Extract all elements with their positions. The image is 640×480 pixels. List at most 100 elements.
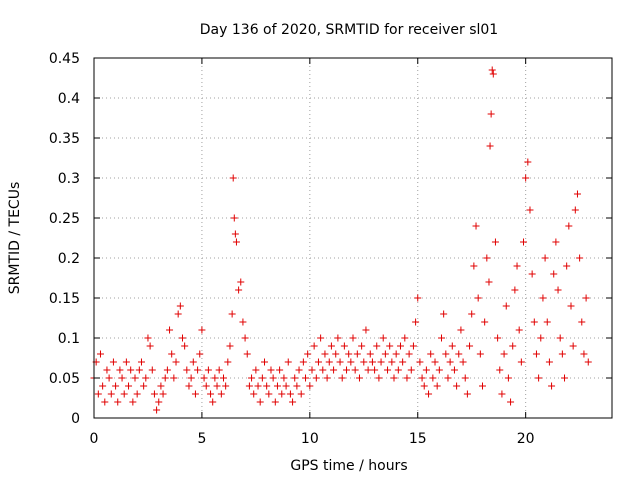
data-point bbox=[526, 206, 534, 214]
data-point bbox=[556, 334, 564, 342]
y-tick-label: 0.45 bbox=[49, 51, 80, 67]
data-point bbox=[576, 254, 584, 262]
data-point bbox=[543, 318, 551, 326]
data-point bbox=[433, 382, 441, 390]
data-point bbox=[502, 302, 510, 310]
data-point bbox=[511, 286, 519, 294]
data-point bbox=[327, 342, 335, 350]
data-point bbox=[159, 390, 167, 398]
data-point bbox=[343, 366, 351, 374]
data-point bbox=[189, 358, 197, 366]
data-point bbox=[323, 374, 331, 382]
data-point bbox=[340, 342, 348, 350]
data-point bbox=[384, 366, 392, 374]
data-point bbox=[125, 382, 133, 390]
data-point bbox=[178, 334, 186, 342]
data-point bbox=[231, 230, 239, 238]
data-point bbox=[396, 342, 404, 350]
data-point bbox=[520, 238, 528, 246]
data-point bbox=[163, 366, 171, 374]
data-point bbox=[429, 374, 437, 382]
data-point bbox=[507, 398, 515, 406]
data-point bbox=[366, 350, 374, 358]
data-point bbox=[114, 398, 122, 406]
data-point bbox=[476, 350, 484, 358]
data-point bbox=[541, 254, 549, 262]
data-point bbox=[155, 398, 163, 406]
data-point bbox=[394, 366, 402, 374]
data-point bbox=[407, 366, 415, 374]
data-point bbox=[308, 366, 316, 374]
data-point bbox=[209, 398, 217, 406]
data-point bbox=[204, 366, 212, 374]
data-point bbox=[532, 350, 540, 358]
data-point bbox=[338, 374, 346, 382]
data-point bbox=[431, 358, 439, 366]
data-point bbox=[258, 374, 266, 382]
data-point bbox=[500, 350, 508, 358]
data-point bbox=[545, 358, 553, 366]
data-point bbox=[578, 318, 586, 326]
y-tick-label: 0.15 bbox=[49, 291, 80, 307]
data-point bbox=[563, 262, 571, 270]
data-point bbox=[198, 326, 206, 334]
data-point bbox=[261, 358, 269, 366]
data-point bbox=[537, 334, 545, 342]
data-point bbox=[289, 398, 297, 406]
plot-frame bbox=[93, 57, 613, 419]
data-point bbox=[213, 382, 221, 390]
y-tick-label: 0.25 bbox=[49, 211, 80, 227]
data-points bbox=[90, 66, 592, 414]
data-point bbox=[265, 390, 273, 398]
x-tick-label: 0 bbox=[90, 431, 99, 447]
data-point bbox=[463, 390, 471, 398]
data-point bbox=[416, 358, 424, 366]
data-point bbox=[535, 374, 543, 382]
data-point bbox=[368, 358, 376, 366]
data-point bbox=[550, 270, 558, 278]
data-point bbox=[172, 358, 180, 366]
data-point bbox=[278, 390, 286, 398]
data-point bbox=[481, 318, 489, 326]
data-point bbox=[215, 366, 223, 374]
data-point bbox=[217, 390, 225, 398]
data-point bbox=[137, 358, 145, 366]
data-point bbox=[427, 350, 435, 358]
data-point bbox=[364, 366, 372, 374]
data-point bbox=[401, 334, 409, 342]
data-point bbox=[185, 382, 193, 390]
data-point bbox=[489, 70, 497, 78]
data-point bbox=[409, 342, 417, 350]
data-point bbox=[486, 142, 494, 150]
data-point bbox=[105, 374, 113, 382]
data-point bbox=[388, 358, 396, 366]
data-point bbox=[254, 382, 262, 390]
data-point bbox=[353, 350, 361, 358]
y-tick-label: 0 bbox=[71, 411, 80, 427]
y-tick-label: 0.1 bbox=[58, 331, 80, 347]
data-point bbox=[371, 366, 379, 374]
data-point bbox=[200, 374, 208, 382]
data-point bbox=[263, 382, 271, 390]
data-point bbox=[194, 366, 202, 374]
data-point bbox=[122, 358, 130, 366]
data-point bbox=[494, 334, 502, 342]
data-point bbox=[99, 382, 107, 390]
data-point bbox=[269, 374, 277, 382]
data-point bbox=[284, 358, 292, 366]
data-point bbox=[174, 310, 182, 318]
data-point bbox=[517, 358, 525, 366]
data-point bbox=[312, 374, 320, 382]
data-point bbox=[528, 270, 536, 278]
data-point bbox=[127, 366, 135, 374]
data-point bbox=[584, 358, 592, 366]
data-point bbox=[487, 110, 495, 118]
data-point bbox=[414, 294, 422, 302]
data-point bbox=[470, 262, 478, 270]
data-point bbox=[256, 398, 264, 406]
data-point bbox=[446, 358, 454, 366]
data-point bbox=[280, 374, 288, 382]
data-point bbox=[232, 238, 240, 246]
